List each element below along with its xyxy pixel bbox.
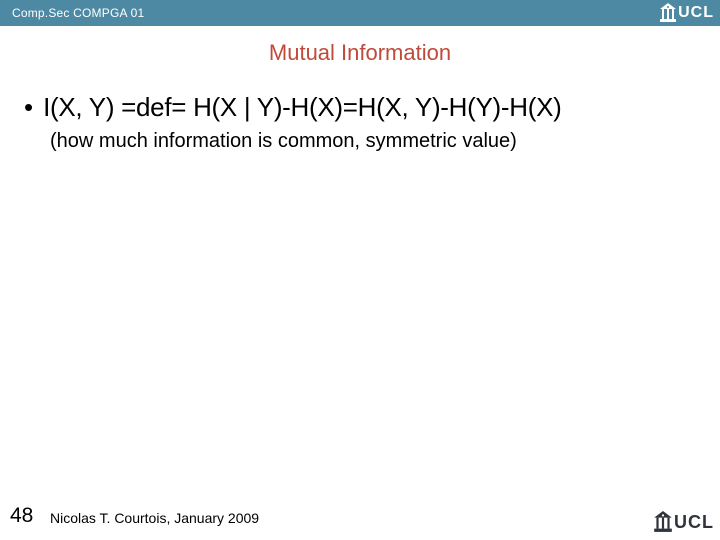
bullet-row: • I(X, Y) =def= H(X | Y)-H(X)=H(X, Y)-H(… [24, 92, 704, 123]
ucl-logo-icon: UCL [654, 511, 714, 533]
portico-icon [654, 511, 672, 533]
ucl-logo-icon: UCL [660, 3, 714, 23]
ucl-text: UCL [678, 4, 714, 22]
logo-bottom: UCL [654, 508, 714, 536]
page-number: 48 [10, 504, 33, 528]
header-bar: Comp.Sec COMPGA 01 [0, 0, 720, 26]
footer-author: Nicolas T. Courtois, January 2009 [50, 510, 259, 526]
logo-top: UCL [660, 0, 714, 26]
ucl-text: UCL [674, 512, 714, 533]
course-code: Comp.Sec COMPGA 01 [0, 6, 144, 20]
formula-text: I(X, Y) =def= H(X | Y)-H(X)=H(X, Y)-H(Y)… [43, 92, 561, 123]
bullet-marker: • [24, 94, 33, 120]
slide-title: Mutual Information [0, 40, 720, 66]
slide: Comp.Sec COMPGA 01 UCL Mutual Informatio… [0, 0, 720, 540]
portico-icon [660, 3, 676, 23]
formula-note: (how much information is common, symmetr… [50, 130, 517, 153]
